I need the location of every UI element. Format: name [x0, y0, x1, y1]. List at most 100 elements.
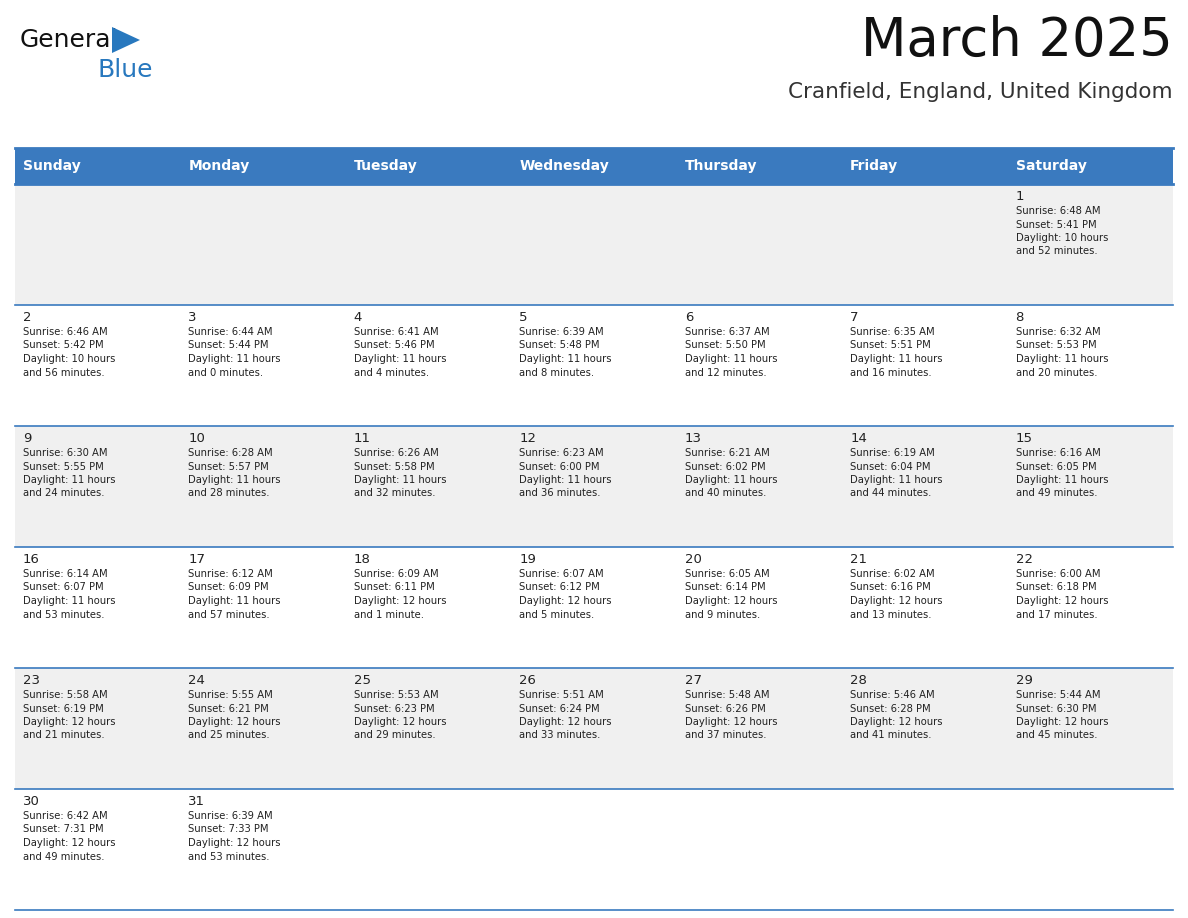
Text: and 49 minutes.: and 49 minutes. [23, 852, 105, 861]
Bar [511, 305, 677, 426]
Text: and 0 minutes.: and 0 minutes. [189, 367, 264, 377]
Bar [15, 148, 181, 184]
Text: Sunrise: 6:41 AM: Sunrise: 6:41 AM [354, 327, 438, 337]
Text: 24: 24 [189, 674, 206, 687]
Bar [1007, 547, 1173, 668]
Text: and 13 minutes.: and 13 minutes. [851, 610, 931, 620]
Text: 16: 16 [23, 553, 40, 566]
Text: Daylight: 11 hours: Daylight: 11 hours [189, 354, 280, 364]
Text: Sunrise: 5:46 AM: Sunrise: 5:46 AM [851, 690, 935, 700]
Text: Sunrise: 6:42 AM: Sunrise: 6:42 AM [23, 811, 108, 821]
Text: 20: 20 [684, 553, 702, 566]
Bar [346, 668, 511, 789]
Text: Sunset: 5:57 PM: Sunset: 5:57 PM [189, 462, 270, 472]
Text: 25: 25 [354, 674, 371, 687]
Text: Daylight: 12 hours: Daylight: 12 hours [684, 596, 777, 606]
Text: Sunset: 6:18 PM: Sunset: 6:18 PM [1016, 583, 1097, 592]
Text: Daylight: 12 hours: Daylight: 12 hours [1016, 596, 1108, 606]
Text: Daylight: 12 hours: Daylight: 12 hours [189, 838, 280, 848]
Text: March 2025: March 2025 [861, 15, 1173, 67]
Text: Daylight: 11 hours: Daylight: 11 hours [1016, 475, 1108, 485]
Text: and 53 minutes.: and 53 minutes. [189, 852, 270, 861]
Text: Sunset: 5:42 PM: Sunset: 5:42 PM [23, 341, 103, 351]
Text: Daylight: 11 hours: Daylight: 11 hours [189, 596, 280, 606]
Text: Daylight: 11 hours: Daylight: 11 hours [1016, 354, 1108, 364]
Text: Sunset: 5:53 PM: Sunset: 5:53 PM [1016, 341, 1097, 351]
Text: Sunset: 6:04 PM: Sunset: 6:04 PM [851, 462, 930, 472]
Text: Sunrise: 6:26 AM: Sunrise: 6:26 AM [354, 448, 438, 458]
Text: Daylight: 12 hours: Daylight: 12 hours [684, 717, 777, 727]
Text: 18: 18 [354, 553, 371, 566]
Text: Sunrise: 6:05 AM: Sunrise: 6:05 AM [684, 569, 770, 579]
Text: Blue: Blue [97, 58, 153, 82]
Text: and 32 minutes.: and 32 minutes. [354, 488, 435, 498]
Text: Daylight: 12 hours: Daylight: 12 hours [851, 717, 942, 727]
Text: Sunrise: 6:39 AM: Sunrise: 6:39 AM [189, 811, 273, 821]
Text: Daylight: 11 hours: Daylight: 11 hours [851, 354, 942, 364]
Text: 17: 17 [189, 553, 206, 566]
Text: Tuesday: Tuesday [354, 159, 418, 173]
Text: and 53 minutes.: and 53 minutes. [23, 610, 105, 620]
Text: and 24 minutes.: and 24 minutes. [23, 488, 105, 498]
Text: Cranfield, England, United Kingdom: Cranfield, England, United Kingdom [789, 82, 1173, 102]
Bar [1007, 305, 1173, 426]
Text: Sunset: 5:58 PM: Sunset: 5:58 PM [354, 462, 435, 472]
Text: 7: 7 [851, 311, 859, 324]
Text: 28: 28 [851, 674, 867, 687]
Text: Daylight: 11 hours: Daylight: 11 hours [519, 475, 612, 485]
Text: and 36 minutes.: and 36 minutes. [519, 488, 601, 498]
Text: and 25 minutes.: and 25 minutes. [189, 731, 270, 741]
Text: Wednesday: Wednesday [519, 159, 609, 173]
Text: and 37 minutes.: and 37 minutes. [684, 731, 766, 741]
Text: Daylight: 11 hours: Daylight: 11 hours [354, 475, 447, 485]
Text: Sunrise: 6:07 AM: Sunrise: 6:07 AM [519, 569, 604, 579]
Text: Daylight: 12 hours: Daylight: 12 hours [851, 596, 942, 606]
Text: and 4 minutes.: and 4 minutes. [354, 367, 429, 377]
Text: Sunrise: 6:16 AM: Sunrise: 6:16 AM [1016, 448, 1100, 458]
Bar [511, 184, 677, 305]
Text: 30: 30 [23, 795, 40, 808]
Text: and 57 minutes.: and 57 minutes. [189, 610, 270, 620]
Text: Daylight: 12 hours: Daylight: 12 hours [354, 717, 447, 727]
Bar [842, 305, 1007, 426]
Text: Thursday: Thursday [684, 159, 757, 173]
Text: Sunrise: 6:21 AM: Sunrise: 6:21 AM [684, 448, 770, 458]
Bar [346, 305, 511, 426]
Text: Sunset: 7:31 PM: Sunset: 7:31 PM [23, 824, 103, 834]
Bar [181, 426, 346, 547]
Text: 1: 1 [1016, 190, 1024, 203]
Text: Saturday: Saturday [1016, 159, 1087, 173]
Text: and 40 minutes.: and 40 minutes. [684, 488, 766, 498]
Bar [842, 148, 1007, 184]
Text: Sunset: 5:50 PM: Sunset: 5:50 PM [684, 341, 765, 351]
Text: 2: 2 [23, 311, 32, 324]
Text: 8: 8 [1016, 311, 1024, 324]
Text: Sunset: 6:24 PM: Sunset: 6:24 PM [519, 703, 600, 713]
Bar [15, 789, 181, 910]
Text: and 45 minutes.: and 45 minutes. [1016, 731, 1097, 741]
Text: Sunset: 6:28 PM: Sunset: 6:28 PM [851, 703, 930, 713]
Text: 22: 22 [1016, 553, 1032, 566]
Text: Sunrise: 6:19 AM: Sunrise: 6:19 AM [851, 448, 935, 458]
Text: 10: 10 [189, 432, 206, 445]
Text: Sunrise: 6:48 AM: Sunrise: 6:48 AM [1016, 206, 1100, 216]
Text: Sunrise: 6:30 AM: Sunrise: 6:30 AM [23, 448, 107, 458]
Bar [346, 547, 511, 668]
Text: and 9 minutes.: and 9 minutes. [684, 610, 760, 620]
Text: Sunset: 6:02 PM: Sunset: 6:02 PM [684, 462, 765, 472]
Bar [677, 184, 842, 305]
Bar [842, 789, 1007, 910]
Text: Daylight: 12 hours: Daylight: 12 hours [23, 838, 115, 848]
Text: Daylight: 12 hours: Daylight: 12 hours [189, 717, 280, 727]
Polygon shape [112, 27, 140, 53]
Text: Daylight: 12 hours: Daylight: 12 hours [354, 596, 447, 606]
Bar [511, 789, 677, 910]
Text: 9: 9 [23, 432, 31, 445]
Text: Sunset: 5:51 PM: Sunset: 5:51 PM [851, 341, 931, 351]
Text: Sunset: 5:48 PM: Sunset: 5:48 PM [519, 341, 600, 351]
Text: Sunrise: 6:46 AM: Sunrise: 6:46 AM [23, 327, 108, 337]
Text: Sunrise: 6:32 AM: Sunrise: 6:32 AM [1016, 327, 1100, 337]
Bar [1007, 426, 1173, 547]
Text: Sunrise: 6:39 AM: Sunrise: 6:39 AM [519, 327, 604, 337]
Text: and 33 minutes.: and 33 minutes. [519, 731, 601, 741]
